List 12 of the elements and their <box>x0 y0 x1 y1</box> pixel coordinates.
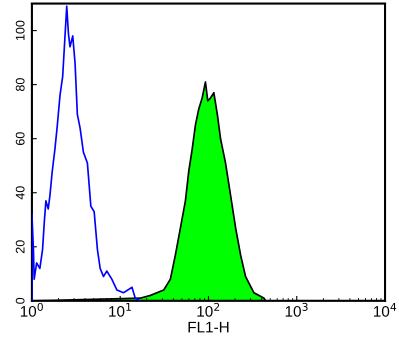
x-tick-label: 10$^{0}$ <box>20 302 43 317</box>
x-tick-label: 10$^{2}$ <box>197 302 220 317</box>
x-tick-label: 10$^{3}$ <box>286 302 308 317</box>
x-tick-label: 10$^{4}$ <box>374 303 396 317</box>
x-tick-label: 10$^{1}$ <box>109 303 131 317</box>
y-tick-label: 60 <box>16 132 25 145</box>
y-tick-label: 40 <box>16 186 25 200</box>
y-tick-label: 20 <box>16 240 25 254</box>
y-tick-label: 0 <box>16 298 25 304</box>
y-tick-label: 80 <box>16 78 25 92</box>
y-tick-label: 100 <box>16 20 25 40</box>
x-axis-title: FL1-H <box>188 322 228 332</box>
